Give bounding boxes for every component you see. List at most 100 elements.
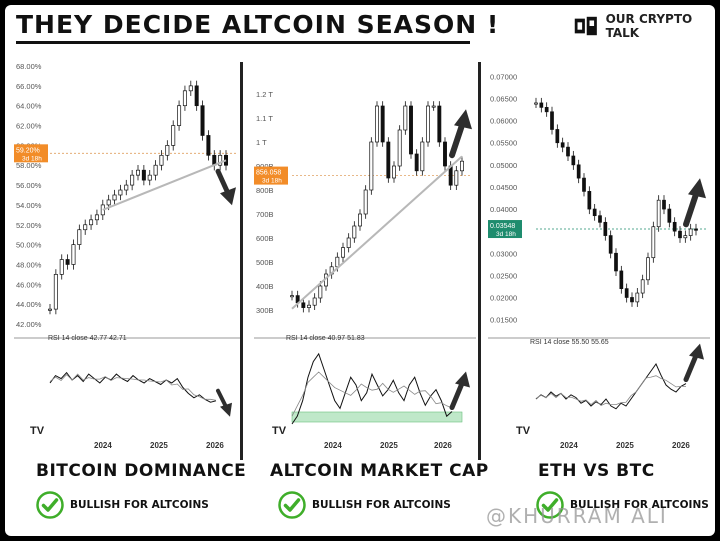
y-tick-label: 400B	[256, 282, 274, 291]
candle-body	[301, 302, 306, 308]
candle-body	[426, 105, 430, 143]
price-tag-value: 59.20%	[16, 147, 40, 154]
rsi-label: RSI 14 close 42.77 42.71	[48, 335, 127, 342]
candle-body	[341, 247, 345, 258]
candle-body	[460, 160, 464, 172]
candle-body	[582, 177, 586, 192]
candle-body	[651, 226, 656, 259]
price-tag-box	[254, 166, 288, 185]
y-tick-label: 50.00%	[16, 241, 42, 250]
x-tick-label: 2024	[324, 441, 342, 450]
headline: THEY DECIDE ALTCOIN SEASON !	[16, 10, 500, 39]
x-tick-label: 2026	[672, 441, 690, 450]
candle-body	[59, 259, 64, 275]
candle-body	[89, 219, 94, 226]
candle-body	[206, 135, 211, 156]
candle-body	[363, 189, 368, 215]
price-tag-countdown: 3d 18h	[262, 178, 282, 185]
rsi-signal-line	[535, 375, 686, 406]
trendline	[291, 155, 463, 310]
candle-body	[587, 191, 592, 210]
chart-eth-vs-btc: 0.015000.020000.025000.030000.035000.040…	[488, 62, 710, 450]
candle-body	[539, 102, 544, 108]
candle-body	[318, 285, 323, 299]
y-tick-label: 600B	[256, 234, 274, 243]
candle-body	[352, 225, 357, 239]
candle-body	[688, 228, 693, 236]
rsi-line	[49, 371, 217, 403]
x-tick-label: 2025	[616, 441, 634, 450]
candle-body	[603, 221, 608, 236]
tradingview-logo-icon: TV	[272, 425, 287, 437]
price-tag-box	[488, 220, 522, 239]
candle-body	[77, 229, 82, 245]
candle-body	[694, 228, 698, 231]
rsi-oversold-band	[291, 411, 463, 423]
candle-body	[403, 105, 408, 131]
arrow-head	[689, 343, 704, 360]
candle-body	[431, 105, 436, 108]
candle-body	[608, 235, 613, 254]
y-tick-label: 52.00%	[16, 221, 42, 230]
candle-body	[130, 174, 135, 186]
y-tick-label: 1.1 T	[256, 114, 273, 123]
candle-body	[335, 256, 340, 268]
y-tick-label: 0.03000	[490, 249, 517, 258]
candle-body	[550, 111, 554, 130]
candle-body	[177, 105, 182, 126]
y-tick-label: 0.04000	[490, 205, 517, 214]
tradingview-logo-icon: TV	[30, 425, 45, 437]
candle-body	[635, 292, 640, 303]
y-tick-label: 500B	[256, 258, 274, 267]
candle-body	[683, 235, 688, 239]
panel-divider	[478, 62, 481, 460]
candle-body	[290, 295, 294, 298]
y-tick-label: 900B	[256, 162, 274, 171]
verdict-badge: BULLISH FOR ALTCOINS	[278, 491, 451, 519]
candle-body	[47, 308, 52, 311]
rsi-up-arrow-icon	[449, 371, 470, 411]
arrow-shaft	[449, 381, 465, 411]
y-tick-label: 68.00%	[16, 62, 42, 71]
arrow-head	[688, 178, 706, 199]
y-tick-label: 42.00%	[16, 320, 42, 329]
candle-body	[437, 105, 442, 143]
price-tag-countdown: 3d 18h	[496, 231, 516, 238]
candle-body	[218, 154, 223, 166]
price-tag-box	[14, 144, 48, 163]
candle-body	[662, 199, 666, 210]
y-tick-label: 44.00%	[16, 300, 42, 309]
arrow-head	[220, 187, 236, 206]
panel-title-altcoin-market-cap: ALTCOIN MARKET CAP	[270, 461, 489, 481]
price-pane	[488, 62, 710, 332]
candle-body	[624, 288, 629, 298]
arrow-shaft	[683, 191, 699, 228]
y-tick-label: 0.04500	[490, 183, 517, 192]
price-pane	[14, 62, 240, 332]
y-tick-label: 700B	[256, 210, 274, 219]
y-tick-label: 1 T	[256, 138, 267, 147]
candle-body	[571, 155, 576, 166]
candle-body	[118, 189, 123, 196]
arrow-shaft	[449, 122, 465, 159]
y-tick-label: 62.00%	[16, 122, 42, 131]
candle-body	[307, 304, 311, 308]
y-tick-label: 1.2 T	[256, 90, 273, 99]
candle-body	[147, 174, 152, 181]
x-tick-label: 2024	[94, 441, 112, 450]
candle-body	[94, 214, 99, 221]
y-tick-label: 58.00%	[16, 161, 42, 170]
price-tag-value: 856.058	[256, 170, 281, 177]
rsi-down-arrow-icon	[216, 388, 232, 417]
rsi-line	[291, 352, 453, 425]
rsi-label: RSI 14 close 40.97 51.83	[286, 335, 365, 342]
up-arrow-icon	[683, 178, 706, 228]
candle-body	[414, 153, 419, 172]
candle-body	[188, 85, 193, 92]
chart-altcoin-market-cap: 300B 400B 500B 600B 700B 800B 900B 1 T 1.1 T 1.2 …	[254, 62, 476, 450]
candle-body	[71, 244, 76, 265]
candle-body	[312, 297, 317, 306]
y-tick-label: 46.00%	[16, 280, 42, 289]
y-tick-label: 48.00%	[16, 260, 42, 269]
